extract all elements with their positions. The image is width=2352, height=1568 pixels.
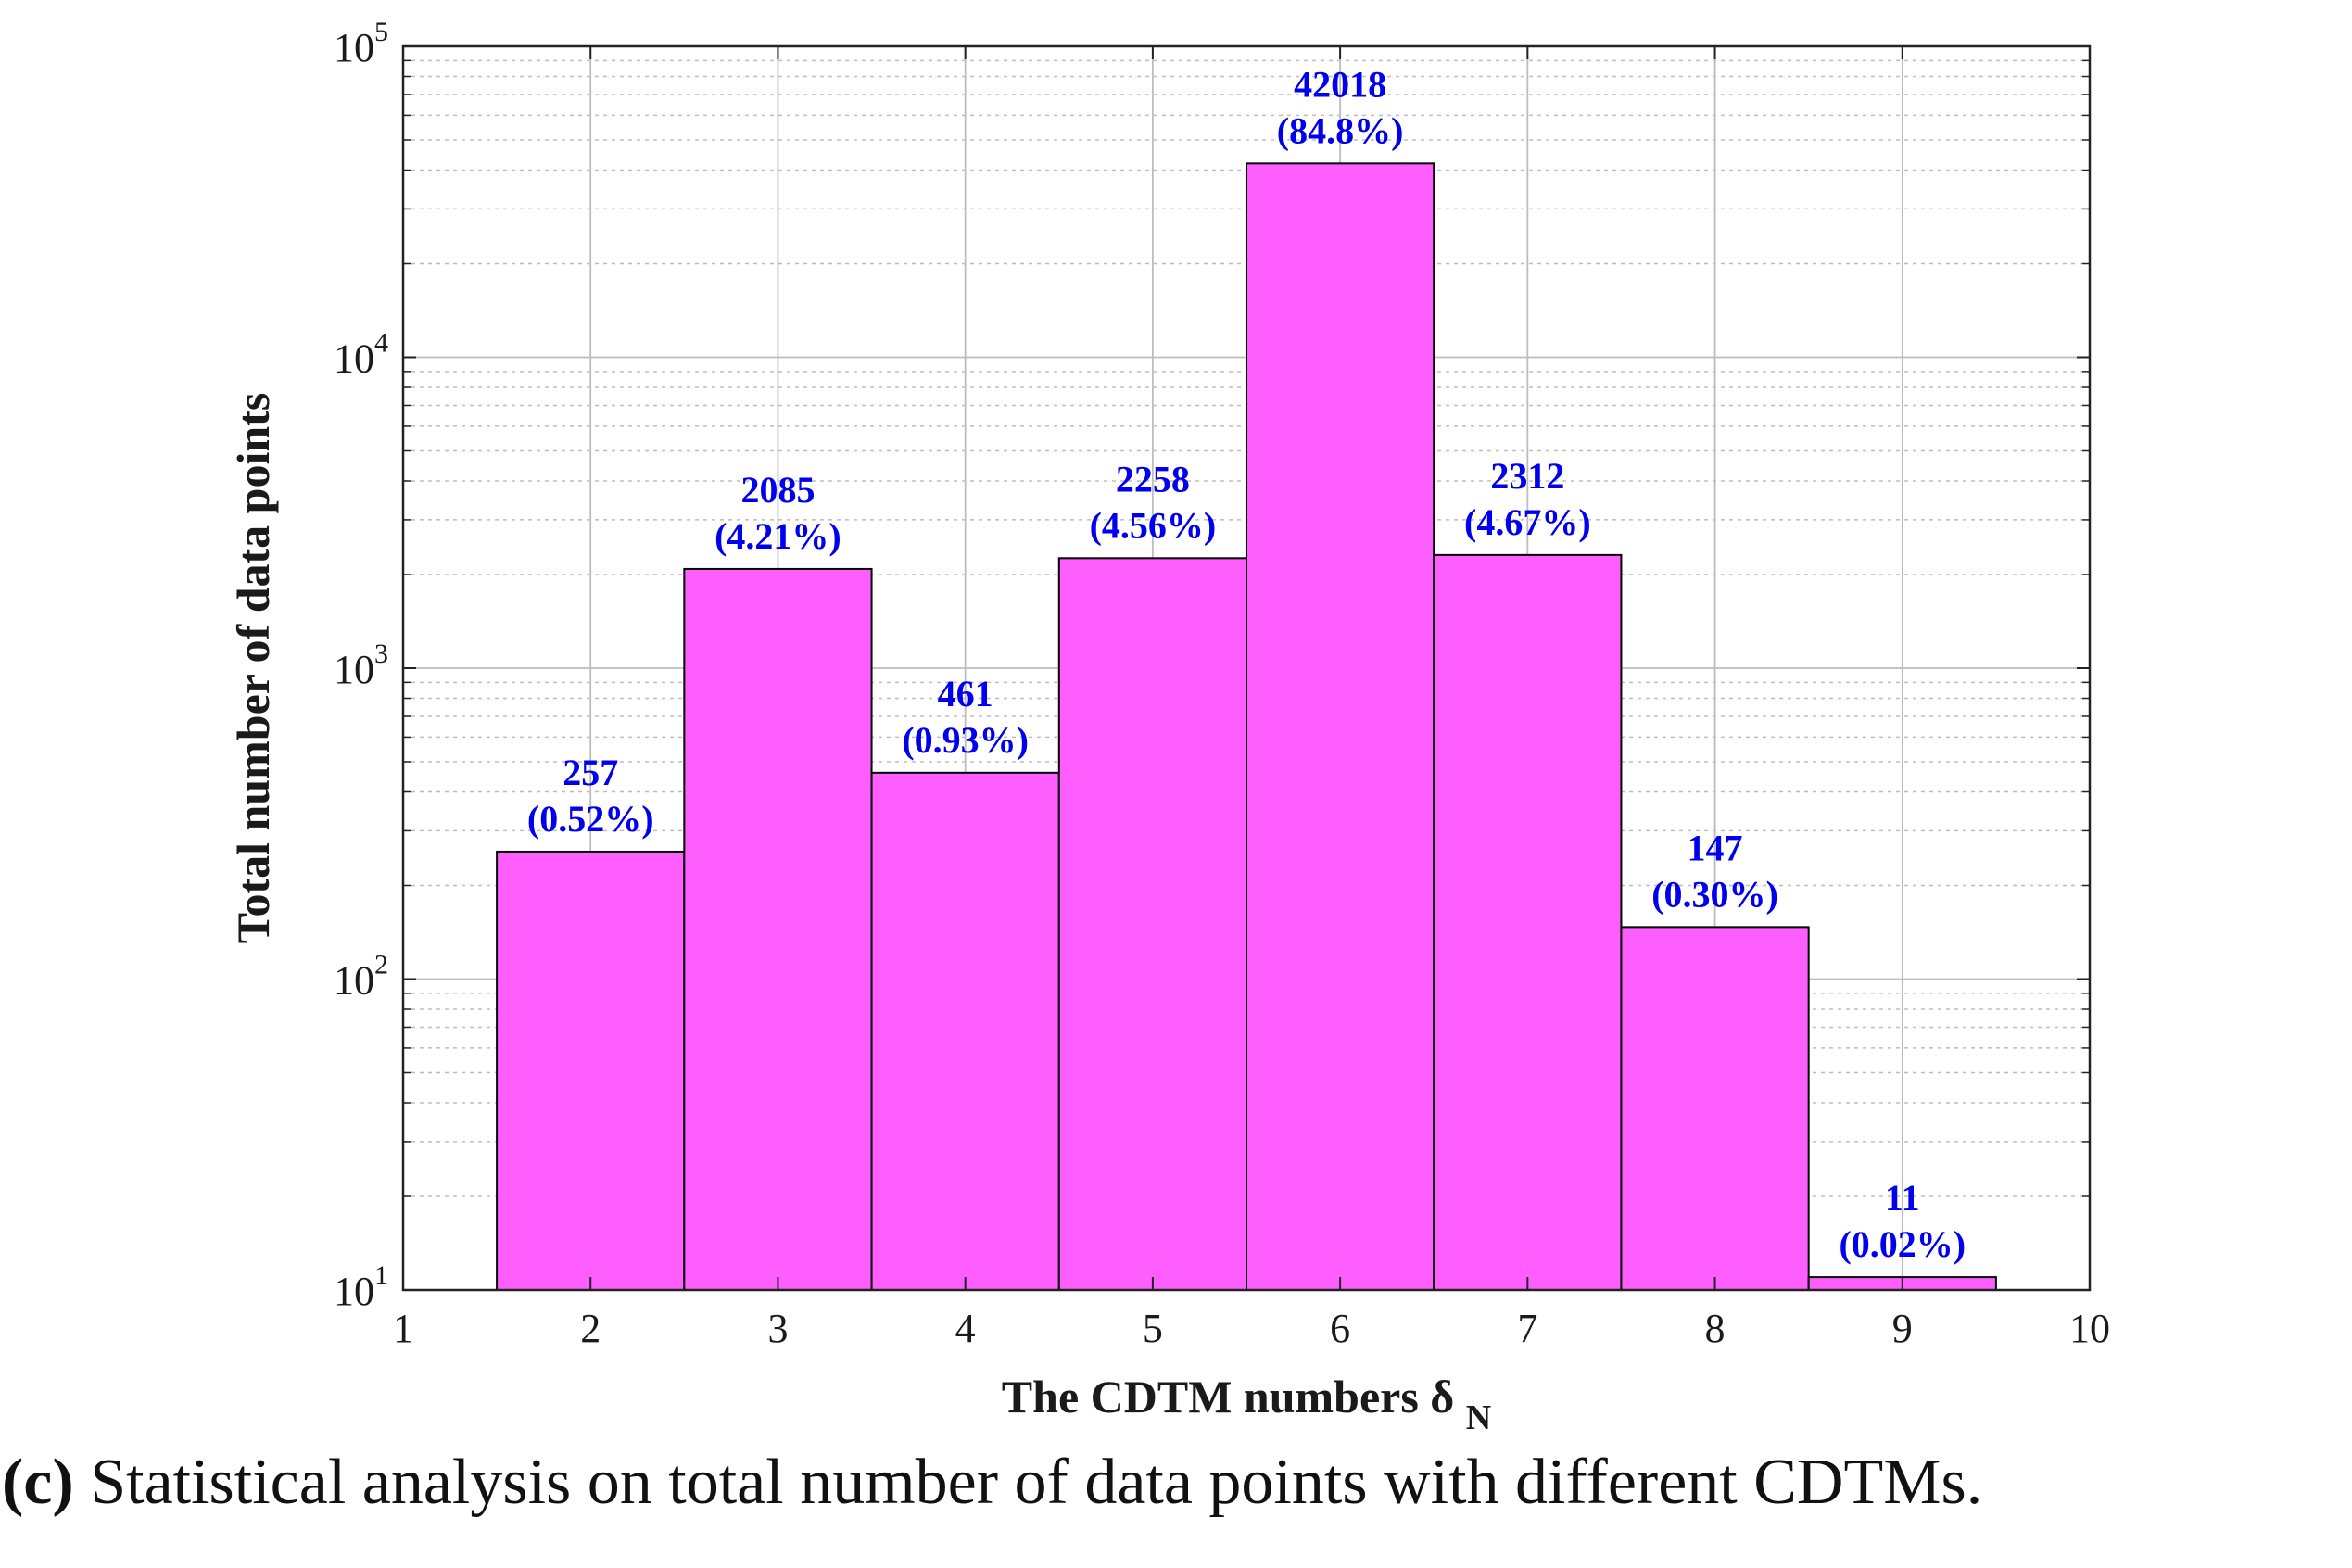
y-tick-label: 102 — [334, 950, 388, 1004]
bar-percent-label: (4.67%) — [1464, 501, 1591, 543]
x-tick-label: 8 — [1705, 1306, 1726, 1351]
x-tick-label: 9 — [1892, 1306, 1913, 1351]
x-tick-label: 3 — [767, 1306, 788, 1351]
bar-percent-label: (4.56%) — [1090, 504, 1217, 546]
bar-labels: 257 (0.52%) 2085(4.21%) 461 (0.93%) 2258 (4.56… — [527, 63, 1966, 1265]
bar-value-label: 147 — [1688, 827, 1743, 868]
x-tick-label: 4 — [955, 1306, 976, 1351]
x-tick-label: 5 — [1143, 1306, 1163, 1351]
bar-value-label: 2312 — [1490, 455, 1564, 497]
bar-value-label: 42018 — [1294, 63, 1386, 105]
y-tick-label: 103 — [334, 639, 388, 692]
bar-percent-label: (84.8%) — [1277, 109, 1404, 151]
bar-8 — [1620, 926, 1810, 1292]
bar-percent-label: (0.52%) — [527, 798, 654, 840]
bar-percent-label: (4.21%) — [714, 515, 841, 557]
y-tick-label: 105 — [334, 17, 388, 70]
bar-2 — [496, 850, 686, 1291]
x-axis-title-text: The CDTM numbers δ — [1002, 1371, 1454, 1423]
bar-7 — [1433, 553, 1623, 1291]
x-axis-title-subscript: N — [1466, 1398, 1491, 1437]
bar-value-label: 461 — [938, 673, 993, 714]
bar-value-label: 2258 — [1116, 458, 1190, 499]
figure-caption: (c) Statistical analysis on total number… — [0, 1446, 2352, 1548]
bar-value-label: 257 — [563, 752, 618, 793]
bar-percent-label: (0.30%) — [1651, 873, 1778, 915]
x-tick-label: 10 — [2069, 1306, 2110, 1351]
caption-text: Statistical analysis on total number of … — [90, 1447, 1983, 1518]
y-axis-ticks: 101 102 103 104 105 — [334, 17, 2090, 1314]
bar-6 — [1246, 162, 1435, 1292]
x-tick-label: 2 — [580, 1306, 601, 1351]
bar-4 — [870, 771, 1060, 1291]
bar-5 — [1057, 557, 1248, 1291]
x-tick-label: 7 — [1517, 1306, 1537, 1351]
bar-percent-label: (0.93%) — [902, 719, 1029, 761]
x-axis-ticks: 1 2 3 4 5 6 7 8 9 10 — [393, 46, 2110, 1351]
x-axis-title: The CDTM numbers δ N — [1002, 1371, 1491, 1437]
bar-percent-label: (0.02%) — [1839, 1223, 1966, 1265]
bars — [496, 162, 1997, 1292]
chart: 1 2 3 4 5 6 7 8 9 10 101 102 103 104 105 257 (0.52%) 20… — [227, 17, 2110, 1437]
y-axis-title: Total number of data points — [227, 393, 279, 944]
y-tick-label: 101 — [334, 1260, 388, 1314]
bar-value-label: 2085 — [740, 469, 815, 511]
y-tick-label: 104 — [334, 328, 388, 382]
x-tick-label: 1 — [393, 1306, 413, 1351]
bar-value-label: 11 — [1885, 1177, 1920, 1219]
x-tick-label: 6 — [1330, 1306, 1350, 1351]
bar-3 — [683, 567, 873, 1291]
caption-tag: (c) — [2, 1447, 74, 1518]
